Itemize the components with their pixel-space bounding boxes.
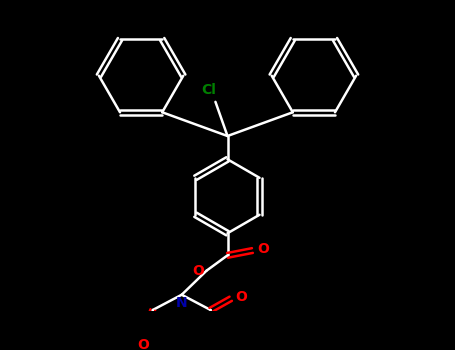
Text: Cl: Cl: [201, 83, 216, 97]
Text: O: O: [236, 290, 248, 304]
Text: N: N: [176, 295, 187, 309]
Text: O: O: [137, 338, 149, 350]
Text: O: O: [193, 265, 205, 279]
Text: O: O: [258, 242, 269, 256]
